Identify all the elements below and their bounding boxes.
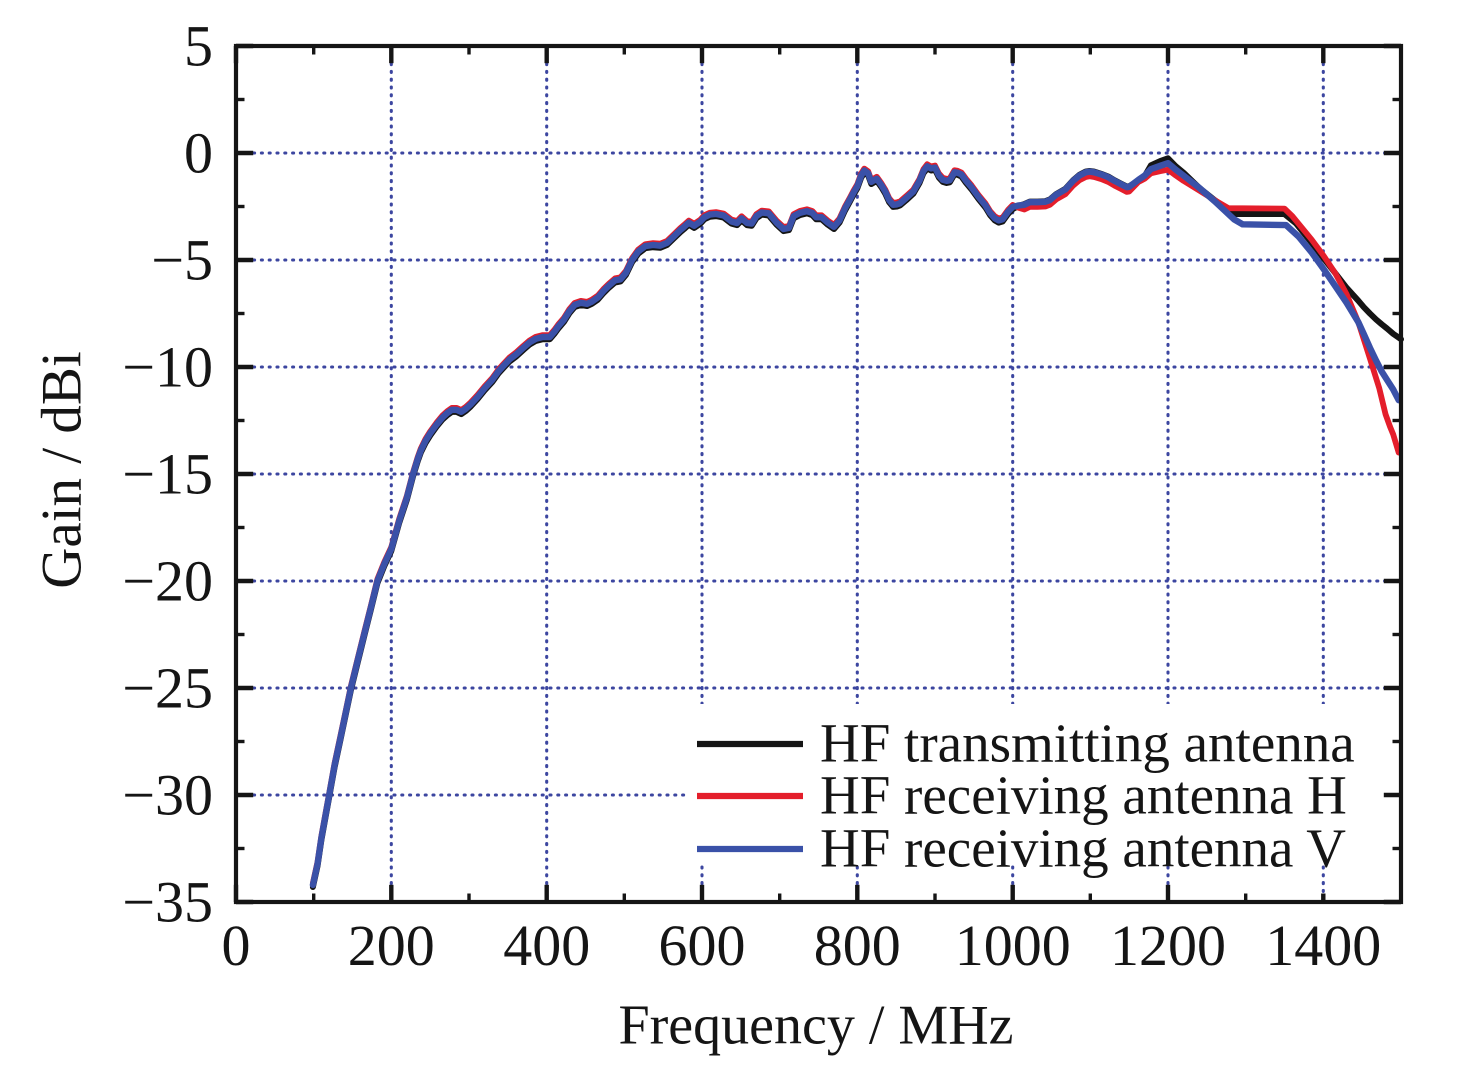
svg-text:HF receiving antenna H: HF receiving antenna H xyxy=(820,765,1347,826)
svg-text:0: 0 xyxy=(222,913,251,978)
svg-text:5: 5 xyxy=(184,14,213,79)
svg-text:1000: 1000 xyxy=(955,913,1071,978)
svg-text:0: 0 xyxy=(184,121,213,186)
svg-text:−20: −20 xyxy=(122,549,213,614)
svg-text:−10: −10 xyxy=(122,335,213,400)
svg-text:−25: −25 xyxy=(122,656,213,721)
svg-text:600: 600 xyxy=(659,913,746,978)
svg-text:−5: −5 xyxy=(151,228,213,293)
svg-text:1200: 1200 xyxy=(1110,913,1226,978)
svg-text:200: 200 xyxy=(348,913,435,978)
svg-text:HF receiving antenna V: HF receiving antenna V xyxy=(820,818,1346,879)
svg-text:Gain / dBi: Gain / dBi xyxy=(31,351,94,589)
svg-text:400: 400 xyxy=(503,913,590,978)
svg-text:1400: 1400 xyxy=(1265,913,1381,978)
svg-text:−35: −35 xyxy=(122,870,213,935)
svg-text:HF transmitting antenna: HF transmitting antenna xyxy=(820,713,1355,774)
svg-text:−30: −30 xyxy=(122,763,213,828)
svg-text:−15: −15 xyxy=(122,442,213,507)
svg-text:800: 800 xyxy=(814,913,901,978)
svg-text:Frequency / MHz: Frequency / MHz xyxy=(618,995,1013,1057)
